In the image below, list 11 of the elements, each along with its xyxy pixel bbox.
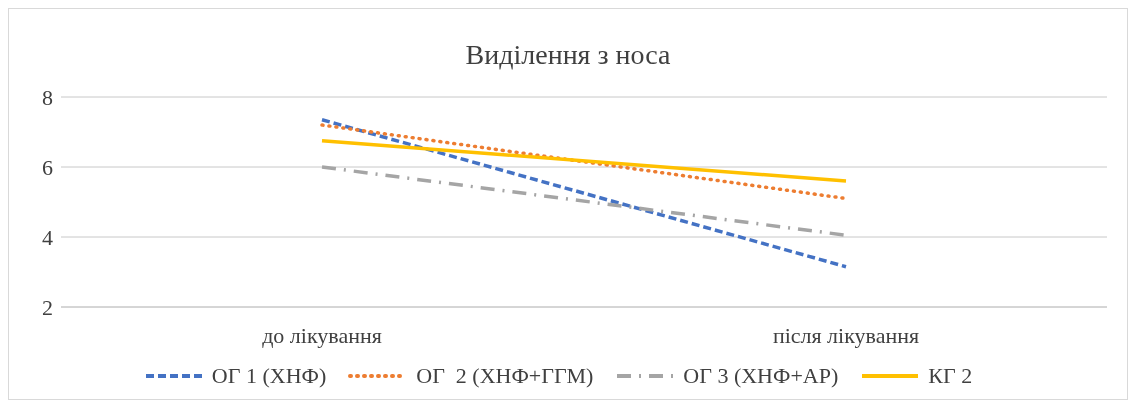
chart-title: Виділення з носа: [464, 38, 672, 72]
x-tick-label: до лікування: [262, 322, 382, 348]
x-tick-label: після лікування: [772, 322, 920, 348]
legend-label: ОГ 1 (ХНФ): [211, 363, 327, 389]
y-tick-label: 6: [42, 154, 53, 180]
y-tick-label: 8: [42, 84, 53, 110]
legend-label: КГ 2: [928, 363, 973, 389]
legend-label: ОГ 2 (ХНФ+ГГМ): [416, 363, 594, 389]
y-tick-label: 4: [42, 224, 53, 250]
legend-label: ОГ 3 (ХНФ+АР): [683, 363, 839, 389]
y-tick-label: 2: [42, 294, 53, 320]
